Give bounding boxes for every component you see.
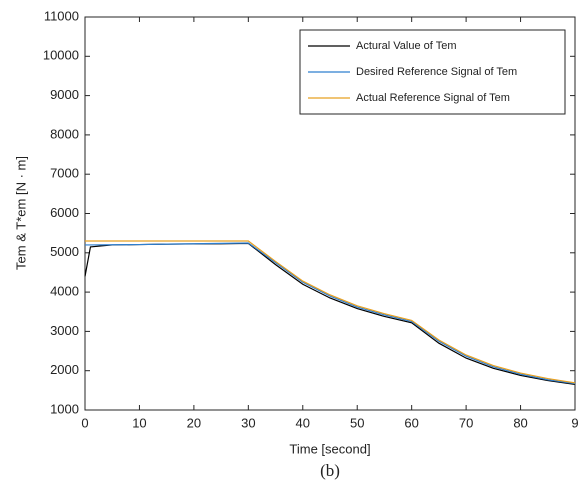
y-tick-label: 9000 <box>50 87 79 102</box>
x-tick-label: 0 <box>81 415 88 430</box>
x-tick-label: 10 <box>132 415 146 430</box>
y-axis-label: Tem & T*em [N · m] <box>13 156 28 270</box>
x-tick-label: 20 <box>187 415 201 430</box>
y-tick-label: 11000 <box>44 8 79 23</box>
y-tick-label: 3000 <box>50 323 79 338</box>
x-tick-label: 70 <box>459 415 473 430</box>
y-tick-label: 4000 <box>50 284 79 299</box>
y-tick-label: 10000 <box>43 48 79 63</box>
series-line <box>85 242 576 385</box>
x-tick-label: 50 <box>350 415 364 430</box>
y-tick-label: 1000 <box>50 401 79 416</box>
x-tick-label: 30 <box>241 415 255 430</box>
x-tick-label: 40 <box>296 415 310 430</box>
y-tick-label: 6000 <box>50 205 79 220</box>
x-tick-label: 60 <box>404 415 418 430</box>
x-tick-label: 80 <box>513 415 527 430</box>
y-tick-label: 8000 <box>50 126 79 141</box>
legend-label: Actural Value of Tem <box>356 40 456 52</box>
legend-label: Actual Reference Signal of Tem <box>356 92 510 104</box>
x-tick-label: 9 <box>571 415 578 430</box>
y-tick-label: 7000 <box>50 166 79 181</box>
x-axis-label: Time [second] <box>289 441 370 456</box>
series-line <box>85 240 576 384</box>
caption: (b) <box>320 461 340 480</box>
legend-label: Desired Reference Signal of Tem <box>356 66 517 78</box>
y-tick-label: 5000 <box>50 244 79 259</box>
y-tick-label: 2000 <box>50 362 79 377</box>
